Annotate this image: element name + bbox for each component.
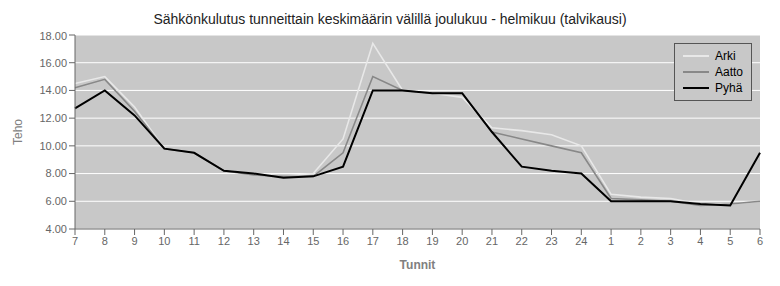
svg-text:Tunnit: Tunnit [400,258,436,272]
svg-text:4: 4 [697,235,703,247]
svg-text:8: 8 [102,235,108,247]
svg-text:2: 2 [638,235,644,247]
svg-text:14: 14 [277,235,289,247]
html-text:Aatto: Aatto [715,65,743,79]
svg-text:18.00: 18.00 [39,30,67,42]
svg-text:3: 3 [668,235,674,247]
svg-text:18: 18 [396,235,408,247]
svg-text:16: 16 [337,235,349,247]
svg-text:12.00: 12.00 [39,112,67,124]
svg-text:5: 5 [727,235,733,247]
svg-text:7: 7 [72,235,78,247]
svg-text:4.00: 4.00 [46,223,67,235]
svg-text:8.00: 8.00 [46,167,67,179]
svg-text:15: 15 [307,235,319,247]
svg-text:Teho: Teho [11,119,25,145]
svg-text:1: 1 [608,235,614,247]
svg-text:19: 19 [426,235,438,247]
svg-text:12: 12 [218,235,230,247]
html-text:Sähkönkulutus tunneittain kesk: Sähkönkulutus tunneittain keskimäärin vä… [153,11,627,27]
svg-text:6.00: 6.00 [46,195,67,207]
svg-text:6: 6 [757,235,763,247]
svg-text:21: 21 [486,235,498,247]
svg-text:24: 24 [575,235,587,247]
html-text:Arki: Arki [715,49,736,63]
svg-text:9: 9 [132,235,138,247]
svg-text:20: 20 [456,235,468,247]
svg-text:23: 23 [545,235,557,247]
svg-text:22: 22 [516,235,528,247]
svg-text:16.00: 16.00 [39,57,67,69]
svg-text:11: 11 [188,235,199,247]
svg-text:10.00: 10.00 [39,140,67,152]
html-text:Pyhä: Pyhä [715,81,743,95]
svg-text:14.00: 14.00 [39,84,67,96]
svg-text:10: 10 [158,235,170,247]
svg-text:17: 17 [367,235,379,247]
svg-text:13: 13 [248,235,260,247]
